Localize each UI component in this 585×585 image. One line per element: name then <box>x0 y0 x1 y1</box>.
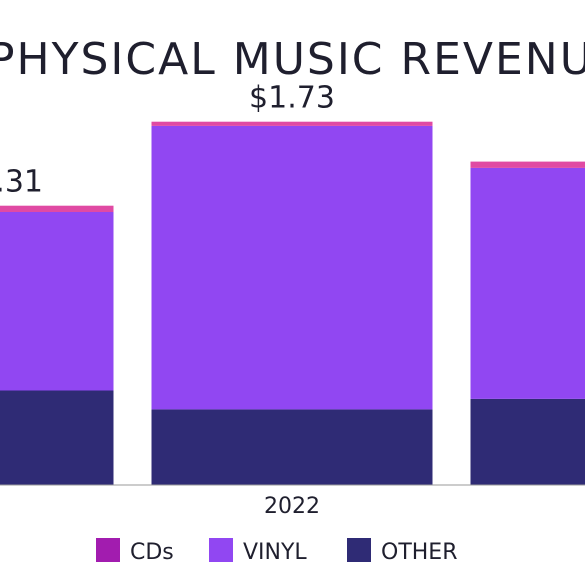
bar-cds-2 <box>470 161 585 168</box>
chart-title: PHYSICAL MUSIC REVENUE <box>0 34 585 85</box>
bar-vinyl-2 <box>470 167 585 399</box>
bar-vinyl-1 <box>151 125 433 410</box>
legend-label-other: OTHER <box>381 540 457 565</box>
bars-group <box>0 121 585 485</box>
total-label-0: $1.31 <box>0 165 43 200</box>
bar-cds-0 <box>0 205 114 212</box>
bar-other-2 <box>470 398 585 485</box>
legend: CDs VINYL OTHER <box>96 538 457 565</box>
total-label-1: $1.73 <box>249 81 335 116</box>
bar-other-0 <box>0 390 114 485</box>
bar-vinyl-0 <box>0 212 114 391</box>
legend-label-vinyl: VINYL <box>243 540 307 565</box>
legend-label-cds: CDs <box>130 540 174 565</box>
legend-swatch-cds <box>96 538 120 562</box>
totals-group: $1.31 $1.73 <box>0 81 335 200</box>
legend-swatch-other <box>347 538 371 562</box>
legend-swatch-vinyl <box>209 538 233 562</box>
bar-cds-1 <box>151 121 433 126</box>
x-tick-label-1: 2022 <box>264 494 320 519</box>
x-tick-labels: 2022 <box>264 494 320 519</box>
bar-other-1 <box>151 409 433 485</box>
